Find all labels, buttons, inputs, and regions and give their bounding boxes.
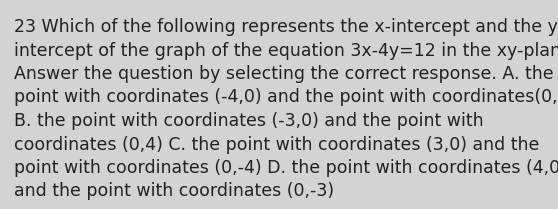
Text: and the point with coordinates (0,-3): and the point with coordinates (0,-3) <box>14 182 334 200</box>
Text: intercept of the graph of the equation 3x-4y=12 in the xy-plane?: intercept of the graph of the equation 3… <box>14 42 558 60</box>
Text: 23 Which of the following represents the x-intercept and the y-: 23 Which of the following represents the… <box>14 18 558 36</box>
Text: point with coordinates (-4,0) and the point with coordinates(0,3): point with coordinates (-4,0) and the po… <box>14 88 558 107</box>
Text: point with coordinates (0,-4) D. the point with coordinates (4,0): point with coordinates (0,-4) D. the poi… <box>14 159 558 177</box>
Text: B. the point with coordinates (-3,0) and the point with: B. the point with coordinates (-3,0) and… <box>14 112 484 130</box>
Text: coordinates (0,4) C. the point with coordinates (3,0) and the: coordinates (0,4) C. the point with coor… <box>14 135 540 153</box>
Text: Answer the question by selecting the correct response. A. the: Answer the question by selecting the cor… <box>14 65 554 83</box>
